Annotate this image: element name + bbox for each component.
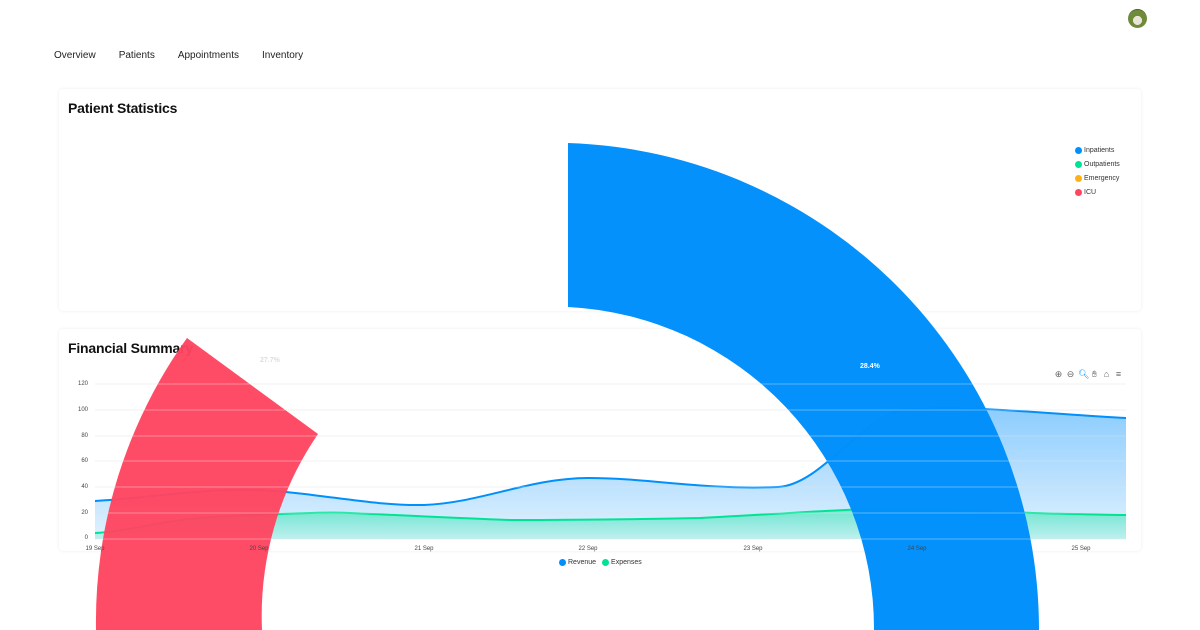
y-tick: 80 — [81, 433, 88, 439]
reset-home-icon[interactable]: ⌂ — [1103, 369, 1110, 379]
patient-legend: Inpatients Outpatients Emergency ICU — [1075, 143, 1120, 199]
y-tick: 100 — [77, 407, 88, 413]
donut-label-icu: 27.7% — [260, 357, 280, 364]
nav-overview[interactable]: Overview — [54, 50, 96, 61]
user-avatar[interactable] — [1128, 9, 1147, 28]
nav-inventory[interactable]: Inventory — [261, 50, 304, 61]
y-tick: 60 — [81, 458, 88, 464]
legend-dot-icon — [1075, 160, 1082, 168]
legend-dot-icon — [602, 559, 610, 566]
x-tick: 25 Sep — [1071, 546, 1091, 552]
y-tick: 0 — [84, 535, 88, 541]
chart-toolbar: ⊕ ⊖ 🔍︎ ✋︎ ⌂ ≡ — [1054, 369, 1123, 380]
legend-item-expenses[interactable]: Expenses — [602, 559, 642, 566]
zoom-in-icon[interactable]: ⊕ — [1054, 369, 1063, 379]
financial-legend: Revenue Expenses — [559, 559, 642, 566]
legend-item-outpatients[interactable]: Outpatients — [1075, 157, 1120, 171]
donut-segment-icu — [95, 338, 318, 630]
x-tick: 20 Sep — [249, 546, 269, 552]
legend-dot-icon — [559, 559, 566, 566]
nav-patients[interactable]: Patients — [118, 50, 155, 61]
main-nav: Overview Patients Appointments Inventory — [54, 50, 326, 62]
x-tick: 21 Sep — [414, 546, 434, 552]
zoom-select-icon[interactable]: 🔍︎ — [1078, 369, 1090, 379]
card-title: Financial Summary — [68, 340, 193, 356]
legend-dot-icon — [1075, 146, 1082, 154]
y-tick: 20 — [81, 510, 88, 516]
legend-item-inpatients[interactable]: Inpatients — [1075, 143, 1120, 157]
x-tick: 19 Sep — [85, 546, 105, 552]
nav-appointments[interactable]: Appointments — [177, 50, 239, 61]
donut-segment-inpatients — [568, 143, 1040, 630]
menu-icon[interactable]: ≡ — [1115, 369, 1122, 379]
top-bar — [0, 0, 1200, 40]
legend-dot-icon — [1075, 174, 1082, 182]
card-title: Patient Statistics — [68, 100, 178, 116]
legend-item-icu[interactable]: ICU — [1075, 185, 1120, 199]
y-tick: 120 — [77, 381, 88, 387]
x-tick: 22 Sep — [578, 546, 598, 552]
legend-dot-icon — [1075, 188, 1082, 196]
pan-hand-icon[interactable]: ✋︎ — [1091, 369, 1098, 379]
zoom-out-icon[interactable]: ⊖ — [1066, 369, 1075, 379]
donut-label-inpatients: 28.4% — [860, 363, 880, 370]
x-tick: 23 Sep — [743, 546, 763, 552]
legend-item-emergency[interactable]: Emergency — [1075, 171, 1120, 185]
legend-item-revenue[interactable]: Revenue — [559, 559, 596, 566]
y-tick: 40 — [81, 484, 88, 490]
x-tick: 24 Sep — [907, 546, 927, 552]
